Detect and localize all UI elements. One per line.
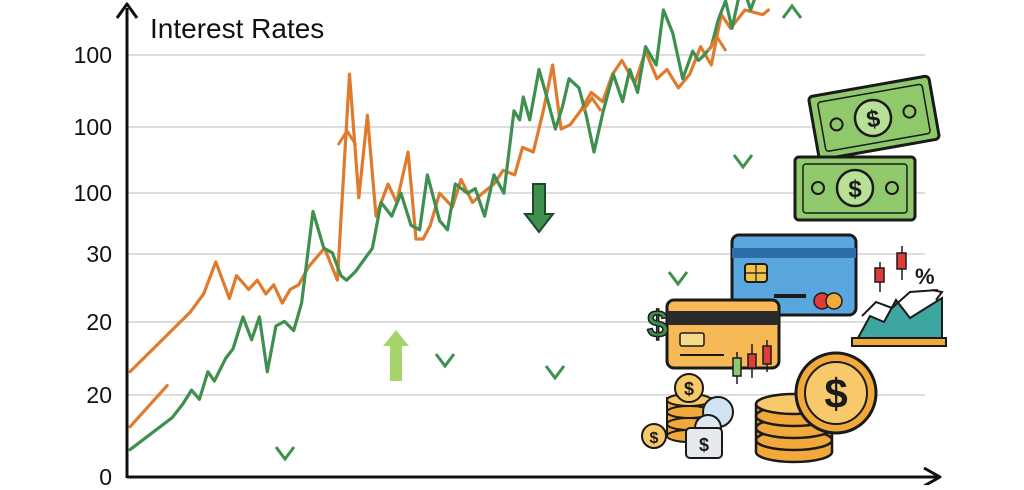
trend-markers	[274, 3, 803, 462]
chart-title: Interest Rates	[150, 13, 324, 44]
y-tick-label: 20	[86, 382, 112, 408]
y-tick-labels: 0 20 20 30 100 100 100	[74, 42, 112, 490]
area-chart-icon	[851, 289, 947, 347]
orange-credit-card-icon	[665, 298, 781, 370]
green-down-marker	[274, 446, 296, 462]
dollar-bill-icon: $	[807, 74, 941, 161]
y-tick-label: 100	[74, 180, 112, 206]
axes	[115, 2, 942, 488]
y-axis-arrowhead	[115, 2, 139, 19]
svg-text:$: $	[864, 105, 882, 134]
arrow-up-green-icon	[383, 330, 409, 381]
orange-up-marker	[336, 128, 358, 146]
green-up-marker	[781, 3, 803, 19]
green-down-marker	[544, 365, 566, 381]
green-down-marker	[732, 154, 754, 170]
svg-text:$: $	[699, 435, 709, 455]
big-coin-icon: $	[794, 351, 878, 435]
dollar-sign-icon: $	[647, 304, 668, 346]
series-line-2	[128, 0, 756, 452]
silver-coin-icon: $	[685, 396, 734, 459]
orange-up-marker	[706, 34, 728, 52]
y-tick-label: 100	[74, 42, 112, 68]
finance-decorations: $ $	[641, 74, 947, 464]
candlestick-chart-icon	[732, 340, 772, 384]
y-tick-label: 0	[99, 464, 112, 485]
dollar-bill-icon: $	[793, 155, 917, 222]
green-down-marker	[667, 271, 689, 287]
y-tick-label: 20	[86, 309, 112, 335]
svg-text:$: $	[650, 430, 659, 447]
coin-icon: $	[641, 423, 667, 449]
series-line-1	[128, 384, 169, 429]
green-down-marker	[434, 353, 456, 369]
y-tick-label: 100	[74, 114, 112, 140]
series-lines	[128, 0, 771, 452]
y-tick-label: 30	[86, 241, 112, 267]
arrow-down-green-icon	[522, 183, 556, 234]
percent-icon: %	[915, 264, 935, 289]
svg-text:$: $	[848, 176, 862, 203]
svg-text:$: $	[684, 379, 694, 399]
orange-up-marker	[581, 95, 603, 112]
x-axis-arrowhead	[923, 466, 942, 488]
blue-credit-card-icon	[730, 233, 858, 317]
candlestick-chart-icon	[874, 246, 907, 292]
svg-text:$: $	[824, 370, 847, 417]
